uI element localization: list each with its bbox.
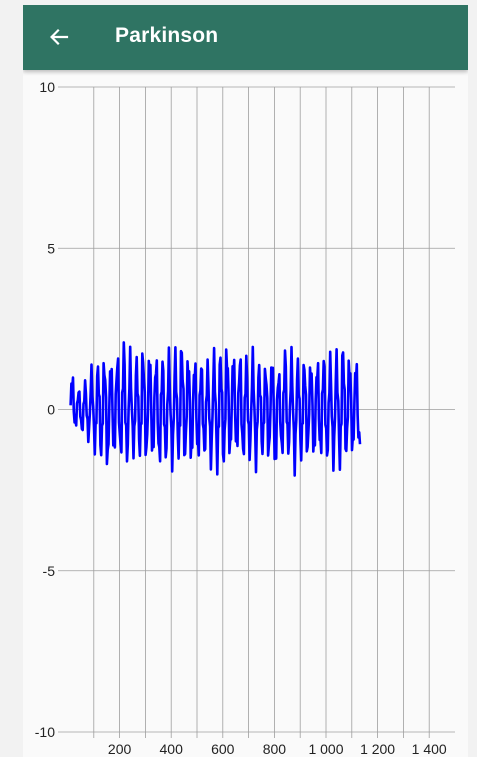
chart-axes: 10 5 0 -5 -10 200 400 600 800 1 000 1 200 1 400 [35, 79, 447, 757]
app-screen: Parkinson 10 5 0 -5 -10 200 400 600 800 1 000 1 20… [23, 5, 468, 757]
x-tick-label: 1 000 [308, 741, 343, 757]
x-tick-label: 400 [160, 741, 184, 757]
y-tick-label: -10 [35, 724, 55, 740]
arrow-left-icon [50, 28, 69, 46]
app-bar: Parkinson [23, 5, 468, 70]
x-tick-label: 800 [263, 741, 287, 757]
y-tick-label: 10 [39, 79, 55, 95]
back-button[interactable] [43, 21, 75, 53]
x-tick-label: 200 [108, 741, 132, 757]
y-tick-label: -5 [43, 563, 56, 579]
chart-series-group [69, 341, 362, 477]
line-chart: 10 5 0 -5 -10 200 400 600 800 1 000 1 200 1 400 [35, 79, 455, 757]
y-tick-label: 0 [47, 402, 55, 418]
chart-area: 10 5 0 -5 -10 200 400 600 800 1 000 1 200 1 400 [23, 70, 468, 757]
x-tick-label: 1 400 [412, 741, 447, 757]
y-tick-label: 5 [47, 240, 55, 256]
x-tick-label: 600 [211, 741, 235, 757]
x-tick-label: 1 200 [360, 741, 395, 757]
series-line [69, 341, 362, 477]
page-title: Parkinson [115, 24, 219, 47]
